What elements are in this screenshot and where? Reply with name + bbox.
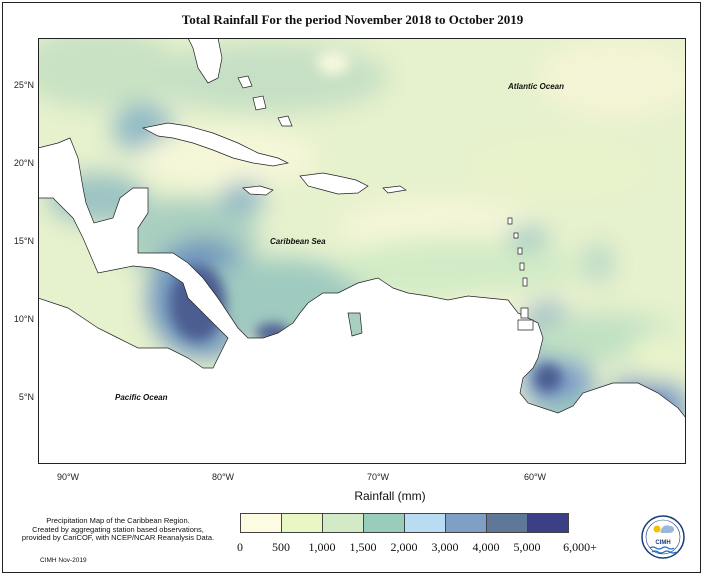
y-tick-20n: 20°N <box>13 158 34 168</box>
legend-label: 4,000 <box>472 540 500 554</box>
legend-swatch <box>527 513 569 533</box>
lesser-antilles-land <box>507 217 529 319</box>
footnote-line-3: provided by CariCOF, with NCEP/NCAR Rean… <box>21 533 215 542</box>
y-tick-10n: 10°N <box>13 314 34 324</box>
legend-swatch <box>445 513 487 533</box>
trinidad-land <box>517 319 534 331</box>
wave-icon <box>649 546 675 550</box>
puerto-rico-land <box>382 185 407 194</box>
lake-maracaibo <box>347 312 363 337</box>
jamaica-land <box>242 185 274 196</box>
rainfall-map: Atlantic Ocean Caribbean Sea Pacific Oce… <box>38 38 686 464</box>
legend-label: 1,000 <box>308 540 336 554</box>
legend-label: 6,000+ <box>563 540 597 554</box>
legend-swatch <box>322 513 364 533</box>
credit-text: CIMH Nov-2019 <box>40 557 87 564</box>
map-border <box>38 38 686 464</box>
legend-label: 5,000 <box>513 540 541 554</box>
x-tick-90w: 90°W <box>56 472 80 482</box>
legend-swatch <box>281 513 323 533</box>
logo-text: CIMH <box>655 540 670 546</box>
legend-label: 3,000 <box>431 540 459 554</box>
footnote-line-2: Created by aggregating station based obs… <box>32 524 204 534</box>
y-tick-15n: 15°N <box>13 236 34 246</box>
legend-swatch <box>486 513 528 533</box>
atlantic-label: Atlantic Ocean <box>507 82 564 91</box>
y-tick-25n: 25°N <box>13 80 34 90</box>
caribbean-label: Caribbean Sea <box>270 237 326 246</box>
footnote: Precipitation Map of the Caribbean Regio… <box>18 516 218 543</box>
footnote-line-1: Precipitation Map of the Caribbean Regio… <box>46 516 190 525</box>
legend-swatch <box>240 513 282 533</box>
legend-label: 1,500 <box>349 540 377 554</box>
y-tick-5n: 5°N <box>18 392 34 402</box>
legend-swatch <box>404 513 446 533</box>
legend-title: Rainfall (mm) <box>354 489 426 503</box>
legend-swatch <box>363 513 405 533</box>
legend-label: 0 <box>237 540 243 554</box>
cuba-land <box>141 122 290 167</box>
florida-land <box>187 38 223 84</box>
bahamas-land <box>237 75 293 127</box>
land-masses <box>38 38 686 464</box>
mainland-americas <box>38 137 686 464</box>
x-tick-70w: 70°W <box>366 472 390 482</box>
hispaniola-land <box>299 172 369 195</box>
x-tick-80w: 80°W <box>211 472 235 482</box>
cloud-icon <box>660 525 674 533</box>
cimh-logo: CIMH <box>641 515 685 559</box>
legend-label: 2,000 <box>390 540 418 554</box>
sun-icon <box>653 525 661 533</box>
x-tick-60w: 60°W <box>523 472 547 482</box>
map-title: Total Rainfall For the period November 2… <box>181 12 524 27</box>
pacific-label: Pacific Ocean <box>115 393 168 402</box>
legend-label: 500 <box>272 540 290 554</box>
